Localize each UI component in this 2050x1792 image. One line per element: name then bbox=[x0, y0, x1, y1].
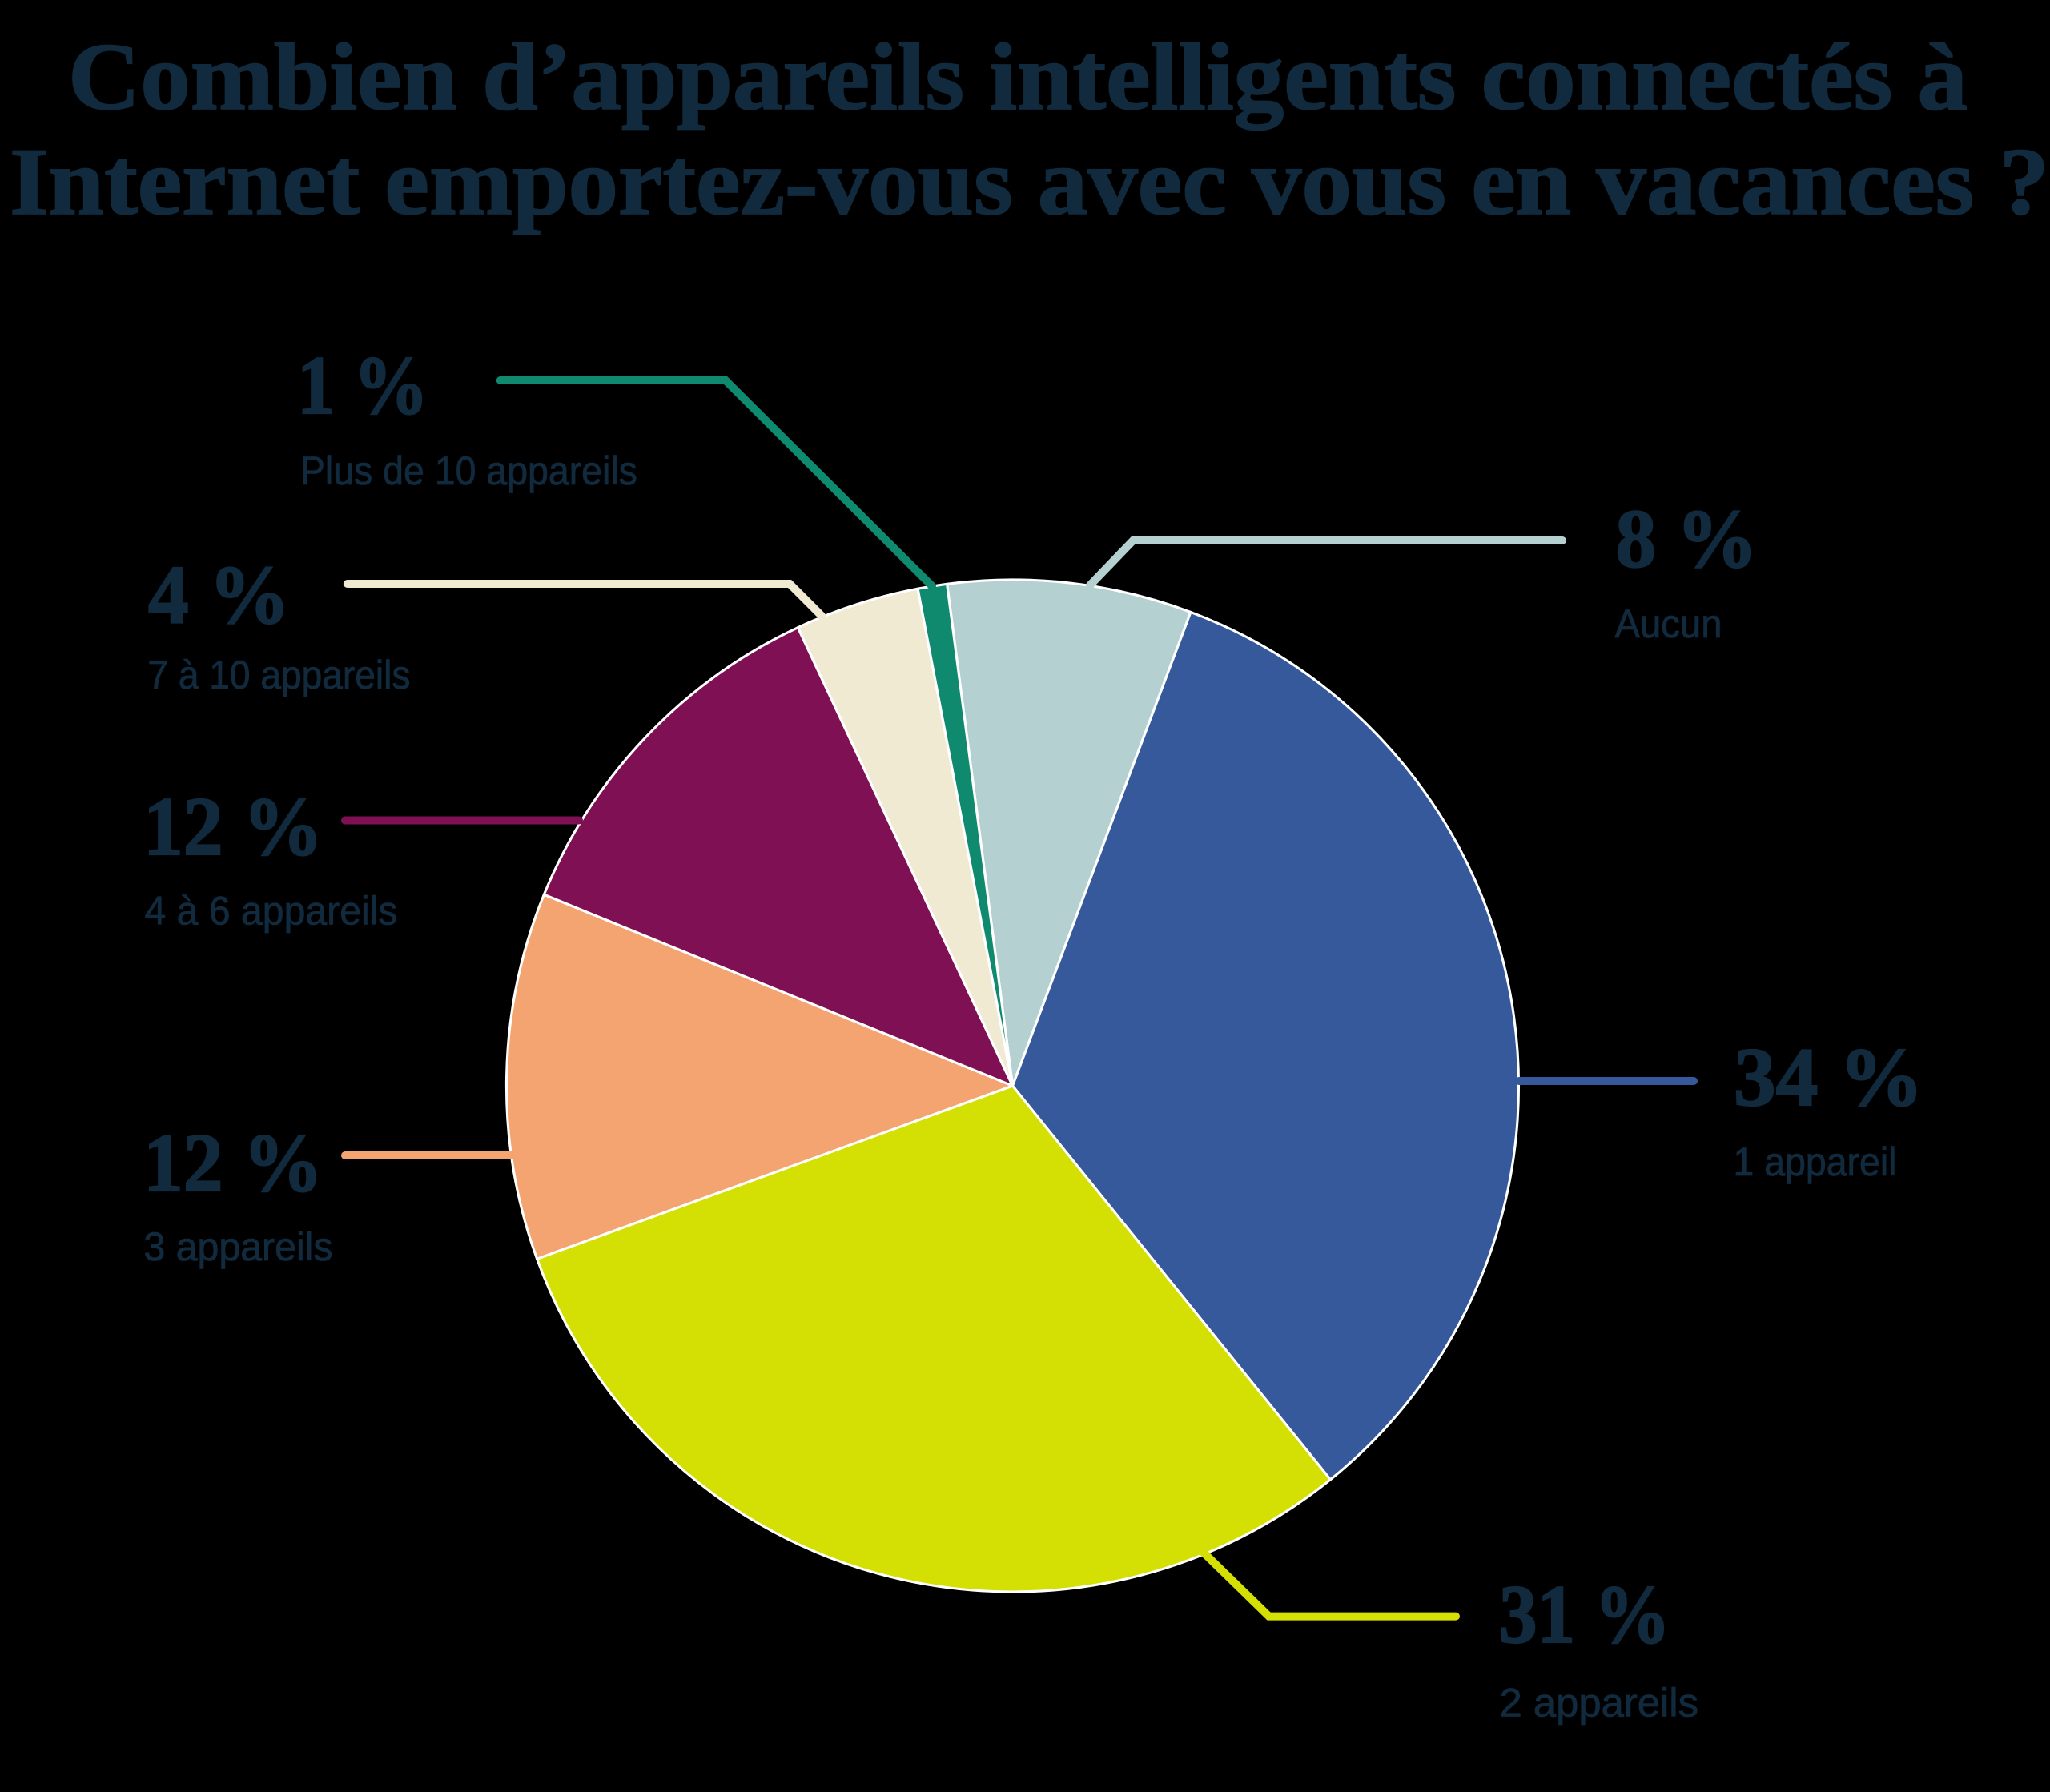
svg-text:4 %: 4 % bbox=[148, 549, 290, 641]
svg-text:Combien d’appareils intelligen: Combien d’appareils intelligents connect… bbox=[68, 24, 1968, 130]
svg-text:1 %: 1 % bbox=[297, 340, 428, 432]
svg-text:Internet emportez-vous avec vo: Internet emportez-vous avec vous en vaca… bbox=[10, 129, 2049, 235]
svg-text:12 %: 12 % bbox=[143, 781, 323, 873]
svg-text:7 à 10 appareils: 7 à 10 appareils bbox=[147, 653, 410, 697]
svg-text:1 appareil: 1 appareil bbox=[1734, 1139, 1897, 1184]
svg-text:31 %: 31 % bbox=[1499, 1569, 1670, 1661]
svg-text:2 appareils: 2 appareils bbox=[1500, 1681, 1699, 1726]
svg-text:Aucun: Aucun bbox=[1615, 601, 1722, 646]
svg-text:Plus de 10 appareils: Plus de 10 appareils bbox=[300, 448, 637, 493]
svg-text:3 appareils: 3 appareils bbox=[144, 1224, 333, 1269]
svg-text:8 %: 8 % bbox=[1616, 493, 1758, 585]
svg-text:34 %: 34 % bbox=[1734, 1031, 1923, 1123]
svg-text:4 à 6 appareils: 4 à 6 appareils bbox=[145, 889, 398, 934]
svg-text:12 %: 12 % bbox=[143, 1117, 323, 1209]
